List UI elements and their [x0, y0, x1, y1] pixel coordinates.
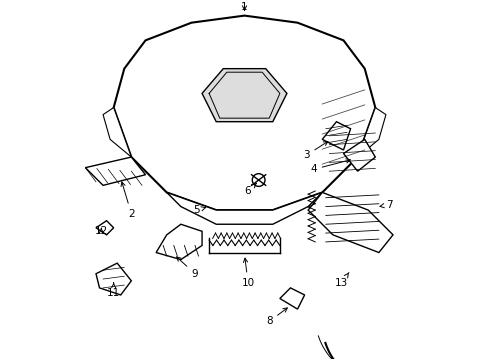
Text: 8: 8 — [265, 308, 287, 327]
Text: 6: 6 — [244, 183, 256, 195]
Polygon shape — [156, 224, 202, 260]
Text: 1: 1 — [241, 2, 247, 12]
Polygon shape — [103, 108, 131, 157]
Text: 9: 9 — [176, 257, 198, 279]
Polygon shape — [307, 192, 392, 252]
Text: 2: 2 — [121, 182, 134, 219]
Polygon shape — [96, 263, 131, 295]
Text: 10: 10 — [241, 258, 254, 288]
Polygon shape — [113, 15, 375, 210]
Polygon shape — [85, 157, 145, 185]
Text: 4: 4 — [309, 159, 350, 175]
Text: 5: 5 — [193, 205, 205, 215]
Polygon shape — [166, 192, 322, 224]
Polygon shape — [202, 69, 286, 122]
Polygon shape — [357, 108, 385, 157]
Text: 3: 3 — [303, 141, 327, 160]
Polygon shape — [322, 122, 350, 150]
Polygon shape — [279, 288, 304, 309]
Text: 7: 7 — [379, 200, 392, 210]
Text: 12: 12 — [95, 226, 108, 236]
Text: 11: 11 — [107, 283, 120, 298]
Polygon shape — [343, 139, 375, 171]
Polygon shape — [96, 221, 113, 235]
Text: 13: 13 — [334, 273, 348, 288]
